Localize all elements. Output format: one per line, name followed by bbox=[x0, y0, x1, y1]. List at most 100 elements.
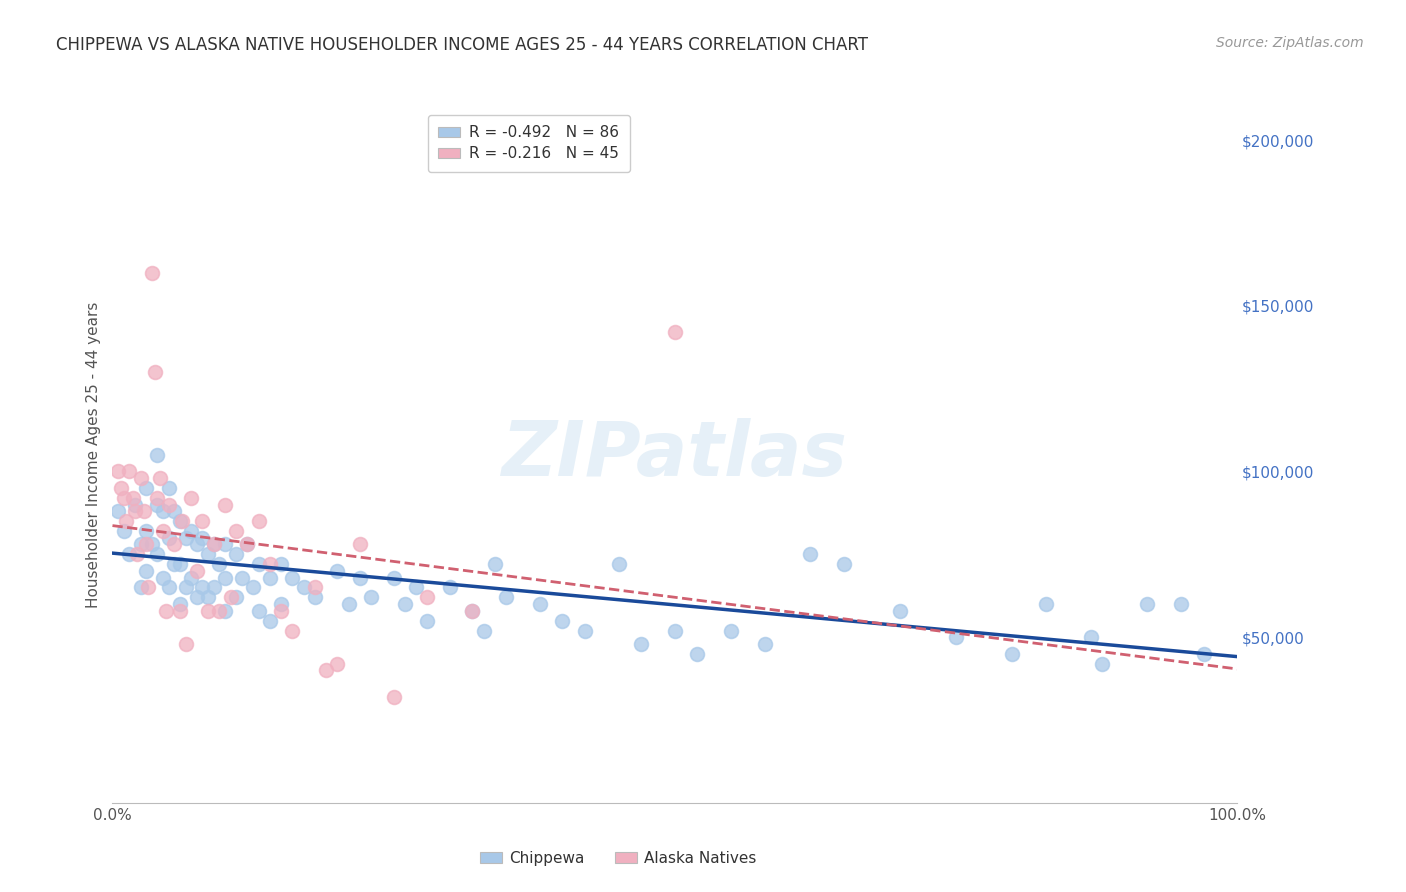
Point bbox=[146, 448, 169, 462]
Legend: Chippewa, Alaska Natives: Chippewa, Alaska Natives bbox=[474, 845, 763, 871]
Point bbox=[172, 514, 194, 528]
Point bbox=[112, 524, 135, 538]
Point bbox=[472, 624, 495, 638]
Point bbox=[143, 365, 166, 379]
Point bbox=[349, 570, 371, 584]
Point bbox=[115, 514, 138, 528]
Point bbox=[304, 591, 326, 605]
Point bbox=[461, 604, 484, 618]
Point bbox=[180, 570, 202, 584]
Point bbox=[135, 537, 157, 551]
Point bbox=[118, 547, 141, 561]
Point bbox=[945, 630, 967, 644]
Point bbox=[1091, 657, 1114, 671]
Point bbox=[326, 657, 349, 671]
Point bbox=[152, 570, 174, 584]
Point bbox=[129, 537, 152, 551]
Point bbox=[214, 537, 236, 551]
Point bbox=[110, 481, 132, 495]
Point bbox=[174, 637, 197, 651]
Point bbox=[832, 558, 855, 572]
Point bbox=[169, 597, 191, 611]
Point bbox=[112, 491, 135, 505]
Point bbox=[247, 514, 270, 528]
Point bbox=[197, 547, 219, 561]
Point bbox=[574, 624, 596, 638]
Point bbox=[416, 614, 439, 628]
Point bbox=[135, 564, 157, 578]
Point bbox=[157, 498, 180, 512]
Point bbox=[259, 570, 281, 584]
Point bbox=[405, 581, 427, 595]
Point bbox=[135, 524, 157, 538]
Point bbox=[141, 266, 163, 280]
Point bbox=[219, 591, 242, 605]
Point bbox=[247, 558, 270, 572]
Point bbox=[315, 663, 337, 677]
Point bbox=[225, 547, 247, 561]
Point bbox=[186, 537, 208, 551]
Point bbox=[259, 558, 281, 572]
Point bbox=[118, 465, 141, 479]
Point bbox=[247, 604, 270, 618]
Point bbox=[197, 604, 219, 618]
Point bbox=[174, 531, 197, 545]
Point bbox=[1080, 630, 1102, 644]
Text: CHIPPEWA VS ALASKA NATIVE HOUSEHOLDER INCOME AGES 25 - 44 YEARS CORRELATION CHAR: CHIPPEWA VS ALASKA NATIVE HOUSEHOLDER IN… bbox=[56, 36, 869, 54]
Point bbox=[141, 537, 163, 551]
Point bbox=[236, 537, 259, 551]
Point bbox=[174, 581, 197, 595]
Point bbox=[416, 591, 439, 605]
Point bbox=[281, 570, 304, 584]
Point bbox=[664, 624, 686, 638]
Point bbox=[124, 504, 146, 518]
Point bbox=[202, 581, 225, 595]
Point bbox=[152, 524, 174, 538]
Point bbox=[484, 558, 506, 572]
Point bbox=[292, 581, 315, 595]
Point bbox=[107, 504, 129, 518]
Point bbox=[231, 570, 253, 584]
Point bbox=[495, 591, 517, 605]
Point bbox=[242, 581, 264, 595]
Point bbox=[214, 604, 236, 618]
Point bbox=[146, 547, 169, 561]
Point bbox=[121, 491, 143, 505]
Point bbox=[107, 465, 129, 479]
Point bbox=[529, 597, 551, 611]
Point bbox=[686, 647, 709, 661]
Point bbox=[214, 498, 236, 512]
Point bbox=[754, 637, 776, 651]
Point bbox=[163, 537, 186, 551]
Point bbox=[157, 531, 180, 545]
Point bbox=[149, 471, 172, 485]
Point bbox=[208, 604, 231, 618]
Point bbox=[146, 491, 169, 505]
Point bbox=[152, 504, 174, 518]
Point bbox=[169, 604, 191, 618]
Point bbox=[382, 570, 405, 584]
Point bbox=[270, 597, 292, 611]
Point bbox=[607, 558, 630, 572]
Point bbox=[270, 558, 292, 572]
Point bbox=[138, 581, 160, 595]
Point bbox=[1192, 647, 1215, 661]
Point bbox=[127, 547, 149, 561]
Point bbox=[337, 597, 360, 611]
Point bbox=[225, 524, 247, 538]
Point bbox=[146, 498, 169, 512]
Point bbox=[1035, 597, 1057, 611]
Point bbox=[202, 537, 225, 551]
Point bbox=[163, 504, 186, 518]
Point bbox=[304, 581, 326, 595]
Point bbox=[394, 597, 416, 611]
Point bbox=[186, 564, 208, 578]
Point bbox=[163, 558, 186, 572]
Point bbox=[461, 604, 484, 618]
Point bbox=[208, 558, 231, 572]
Point bbox=[169, 558, 191, 572]
Point bbox=[630, 637, 652, 651]
Point bbox=[191, 531, 214, 545]
Y-axis label: Householder Income Ages 25 - 44 years: Householder Income Ages 25 - 44 years bbox=[86, 301, 101, 608]
Point bbox=[889, 604, 911, 618]
